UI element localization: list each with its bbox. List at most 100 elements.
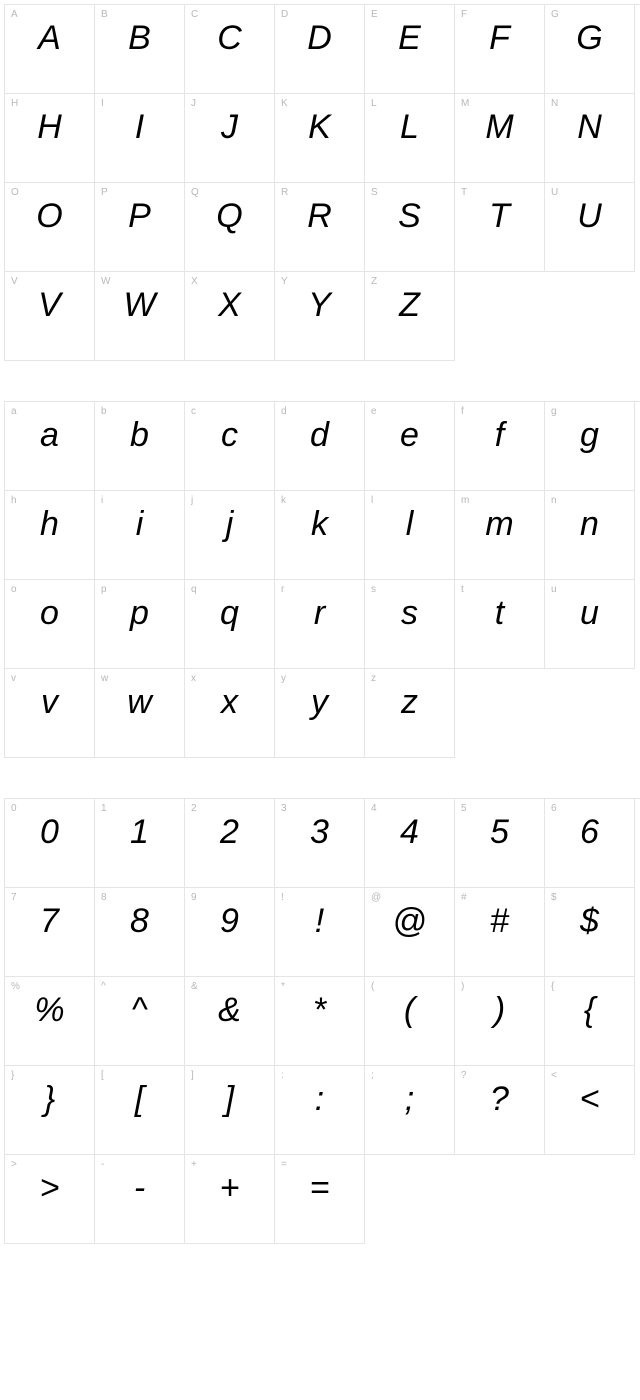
glyph-label: - [101,1159,104,1170]
glyph-cell[interactable]: oo [5,580,95,669]
glyph-cell[interactable]: << [545,1066,635,1155]
glyph-cell[interactable]: 66 [545,799,635,888]
glyph-cell[interactable]: 00 [5,799,95,888]
glyph-char: 2 [185,815,274,849]
glyph-cell[interactable]: nn [545,491,635,580]
glyph-cell[interactable]: ^^ [95,977,185,1066]
glyph-cell[interactable]: hh [5,491,95,580]
glyph-cell[interactable]: 22 [185,799,275,888]
glyph-cell[interactable]: qq [185,580,275,669]
glyph-cell[interactable]: kk [275,491,365,580]
glyph-cell[interactable]: }} [5,1066,95,1155]
glyph-cell[interactable]: xx [185,669,275,758]
glyph-cell[interactable]: MM [455,94,545,183]
glyph-cell[interactable]: SS [365,183,455,272]
glyph-cell[interactable]: WW [95,272,185,361]
glyph-cell[interactable]: $$ [545,888,635,977]
glyph-cell[interactable]: gg [545,402,635,491]
glyph-cell[interactable]: EE [365,5,455,94]
glyph-cell[interactable]: -- [95,1155,185,1244]
glyph-cell[interactable]: 99 [185,888,275,977]
glyph-cell[interactable]: ss [365,580,455,669]
glyph-cell[interactable]: && [185,977,275,1066]
glyph-cell[interactable]: jj [185,491,275,580]
glyph-cell[interactable]: vv [5,669,95,758]
glyph-cell[interactable]: ** [275,977,365,1066]
glyph-cell[interactable]: 44 [365,799,455,888]
glyph-cell[interactable]: LL [365,94,455,183]
glyph-cell[interactable]: >> [5,1155,95,1244]
glyph-cell[interactable]: dd [275,402,365,491]
glyph-cell[interactable]: yy [275,669,365,758]
glyph-cell[interactable]: 11 [95,799,185,888]
glyph-cell[interactable]: TT [455,183,545,272]
glyph-cell[interactable]: ZZ [365,272,455,361]
glyph-cell[interactable]: ee [365,402,455,491]
glyph-cell[interactable]: )) [455,977,545,1066]
glyph-cell[interactable]: YY [275,272,365,361]
glyph-char: : [275,1082,364,1116]
glyph-cell[interactable]: ## [455,888,545,977]
glyph-cell[interactable]: ?? [455,1066,545,1155]
glyph-label: c [191,406,196,417]
glyph-cell[interactable]: @@ [365,888,455,977]
glyph-cell[interactable]: HH [5,94,95,183]
glyph-cell[interactable]: UU [545,183,635,272]
glyph-cell[interactable]: FF [455,5,545,94]
glyph-cell[interactable]: 88 [95,888,185,977]
glyph-cell[interactable]: XX [185,272,275,361]
glyph-cell[interactable]: VV [5,272,95,361]
glyph-char: f [455,418,544,452]
glyph-cell[interactable]: !! [275,888,365,977]
glyph-cell[interactable]: QQ [185,183,275,272]
glyph-cell[interactable]: {{ [545,977,635,1066]
glyph-cell[interactable]: ll [365,491,455,580]
glyph-cell[interactable]: zz [365,669,455,758]
glyph-cell[interactable]: ]] [185,1066,275,1155]
glyph-label: V [11,276,18,287]
glyph-cell[interactable]: CC [185,5,275,94]
empty-cell [455,1155,545,1244]
glyph-char: 6 [545,815,634,849]
glyph-label: D [281,9,288,20]
glyph-char: r [275,596,364,630]
glyph-cell[interactable]: pp [95,580,185,669]
glyph-cell[interactable]: NN [545,94,635,183]
glyph-cell[interactable]: [[ [95,1066,185,1155]
glyph-cell[interactable]: ++ [185,1155,275,1244]
glyph-cell[interactable]: PP [95,183,185,272]
glyph-cell[interactable]: 77 [5,888,95,977]
glyph-cell[interactable]: BB [95,5,185,94]
glyph-cell[interactable]: OO [5,183,95,272]
glyph-char: m [455,507,544,541]
glyph-cell[interactable]: %% [5,977,95,1066]
glyph-cell[interactable]: bb [95,402,185,491]
glyph-cell[interactable]: JJ [185,94,275,183]
glyph-cell[interactable]: KK [275,94,365,183]
glyph-cell[interactable]: (( [365,977,455,1066]
glyph-cell[interactable]: 55 [455,799,545,888]
glyph-char: 5 [455,815,544,849]
glyph-cell[interactable]: :: [275,1066,365,1155]
glyph-cell[interactable]: mm [455,491,545,580]
glyph-cell[interactable]: GG [545,5,635,94]
glyph-cell[interactable]: RR [275,183,365,272]
glyph-label: 4 [371,803,377,814]
glyph-cell[interactable]: aa [5,402,95,491]
glyph-cell[interactable]: ii [95,491,185,580]
glyph-cell[interactable]: ff [455,402,545,491]
glyph-cell[interactable]: 33 [275,799,365,888]
glyph-cell[interactable]: uu [545,580,635,669]
glyph-cell[interactable]: rr [275,580,365,669]
glyph-cell[interactable]: AA [5,5,95,94]
glyph-cell[interactable]: ww [95,669,185,758]
glyph-cell[interactable]: cc [185,402,275,491]
glyph-char: K [275,110,364,144]
glyph-cell[interactable]: ;; [365,1066,455,1155]
glyph-cell[interactable]: == [275,1155,365,1244]
glyph-char: I [95,110,184,144]
glyph-cell[interactable]: DD [275,5,365,94]
glyph-cell[interactable]: II [95,94,185,183]
glyph-cell[interactable]: tt [455,580,545,669]
glyph-section-lowercase: aabbccddeeffgg hhiijjkkllmmnn ooppqqrrsstt… [4,401,640,758]
